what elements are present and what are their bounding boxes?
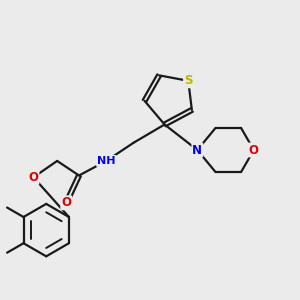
Text: NH: NH [97,156,116,166]
Text: O: O [249,143,259,157]
Text: O: O [28,171,38,184]
Text: S: S [184,74,193,87]
Text: N: N [192,143,202,157]
Text: O: O [61,196,71,209]
